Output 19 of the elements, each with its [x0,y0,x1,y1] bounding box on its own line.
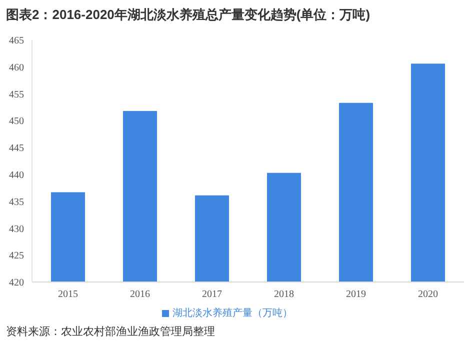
text: 资料来源：农业农村部渔业渔政管理局整理 [5,324,216,339]
y-tick-label: 435 [9,196,24,208]
y-tick-label: 420 [9,278,24,289]
x-tick-label: 2018 [274,289,294,300]
y-tick-label: 425 [9,250,24,262]
y-tick-label: 465 [9,36,24,47]
y-tick-label: 460 [9,62,24,74]
chart-title: 图表2：2016-2020年湖北淡水养殖总产量变化趋势(单位：万吨) [5,6,372,24]
legend-label: 湖北淡水养殖产量（万吨） [172,308,292,319]
x-tick-label: 2020 [418,289,438,300]
y-tick-label: 430 [9,224,24,235]
x-tick-label: 2015 [58,289,78,300]
x-tick-label: 2019 [346,289,366,300]
x-tick-label: 2016 [130,289,150,300]
y-tick-label: 445 [9,143,24,154]
x-tick-label: 2017 [202,289,222,300]
y-tick-label: 450 [9,116,24,128]
y-tick-label: 440 [9,170,24,181]
y-tick-label: 455 [9,89,24,100]
